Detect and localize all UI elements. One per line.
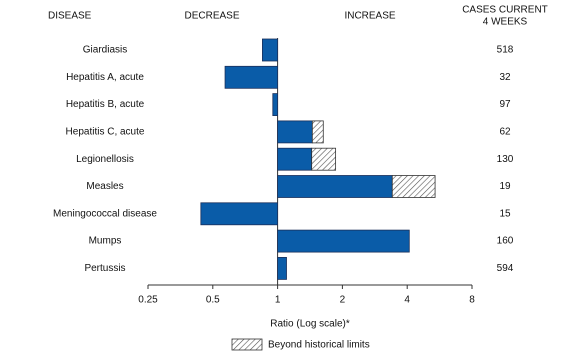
cases-label: 160	[497, 236, 514, 247]
bar	[272, 93, 278, 116]
header-cases: CASES CURRENT	[462, 5, 548, 16]
category-label: Legionellosis	[76, 154, 134, 165]
category-label: Measles	[86, 181, 123, 192]
bar	[277, 120, 313, 144]
bar	[277, 229, 410, 253]
category-label: Giardiasis	[83, 45, 127, 56]
category-label: Meningococcal disease	[53, 208, 157, 219]
legend-label: Beyond historical limits	[268, 340, 370, 351]
bar	[277, 256, 287, 280]
category-label: Hepatitis C, acute	[66, 127, 145, 138]
category-label: Hepatitis A, acute	[66, 72, 144, 83]
bar	[262, 38, 278, 62]
bar	[277, 175, 393, 198]
x-tick-label: 0.5	[206, 295, 220, 306]
bar	[200, 202, 278, 226]
category-label: Mumps	[89, 236, 122, 247]
bar	[224, 65, 279, 89]
x-tick-label: 8	[469, 295, 475, 306]
bar	[277, 147, 313, 171]
header-decrease: DECREASE	[184, 11, 239, 22]
beyond-bar	[391, 175, 436, 198]
x-axis-title: Ratio (Log scale)*	[270, 319, 350, 330]
cases-label: 19	[499, 181, 511, 192]
cases-label: 32	[499, 72, 511, 83]
beyond-bar	[311, 120, 324, 144]
header-cases: 4 WEEKS	[483, 17, 528, 28]
beyond-bar	[311, 147, 337, 171]
cases-label: 518	[497, 45, 514, 56]
header-disease: DISEASE	[48, 11, 92, 22]
cases-label: 97	[499, 99, 511, 110]
header-increase: INCREASE	[344, 11, 395, 22]
x-tick-label: 1	[275, 295, 281, 306]
cases-label: 130	[497, 154, 514, 165]
category-label: Hepatitis B, acute	[66, 99, 145, 110]
category-label: Pertussis	[84, 263, 125, 274]
x-tick-label: 2	[340, 295, 346, 306]
cases-label: 62	[499, 127, 511, 138]
cases-label: 594	[497, 263, 514, 274]
x-tick-label: 0.25	[138, 295, 158, 306]
x-tick-label: 4	[404, 295, 410, 306]
cases-label: 15	[499, 208, 511, 219]
legend-swatch	[231, 338, 263, 351]
